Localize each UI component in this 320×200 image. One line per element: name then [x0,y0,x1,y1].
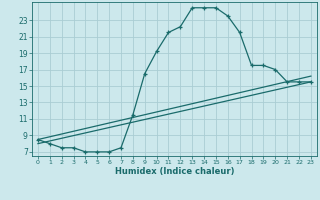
X-axis label: Humidex (Indice chaleur): Humidex (Indice chaleur) [115,167,234,176]
